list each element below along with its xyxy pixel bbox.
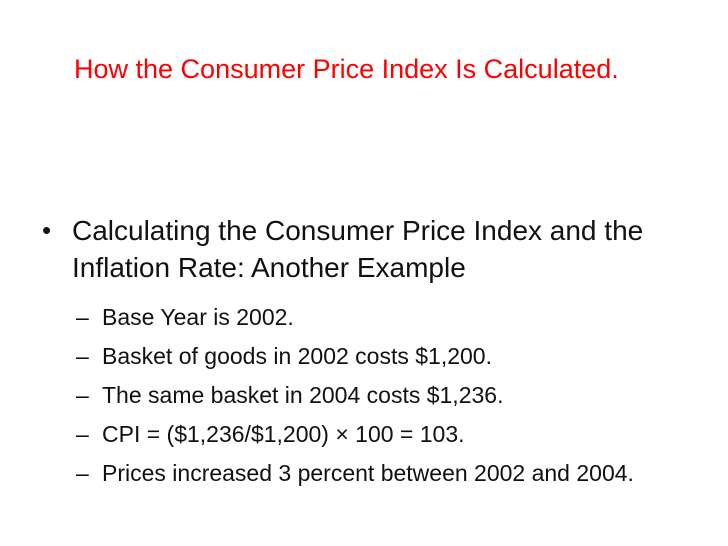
sub-bullet-list: – Base Year is 2002. – Basket of goods i…: [76, 301, 686, 489]
sub-bullet-text: The same basket in 2004 costs $1,236.: [102, 382, 504, 408]
sub-bullet-item: – CPI = ($1,236/$1,200) × 100 = 103.: [76, 418, 686, 450]
sub-bullet-item: – Basket of goods in 2002 costs $1,200.: [76, 340, 686, 372]
bullet-marker: •: [42, 215, 52, 245]
dash-marker: –: [76, 343, 89, 369]
sub-bullet-item: – Base Year is 2002.: [76, 301, 686, 333]
dash-marker: –: [76, 460, 89, 486]
main-bullet: • Calculating the Consumer Price Index a…: [42, 212, 692, 286]
sub-bullet-item: – Prices increased 3 percent between 200…: [76, 457, 686, 489]
dash-marker: –: [76, 382, 89, 408]
dash-marker: –: [76, 304, 89, 330]
sub-bullet-text: Base Year is 2002.: [102, 304, 294, 330]
dash-marker: –: [76, 421, 89, 447]
main-bullet-text: Calculating the Consumer Price Index and…: [72, 215, 644, 283]
sub-bullet-text: Prices increased 3 percent between 2002 …: [102, 460, 634, 486]
sub-bullet-item: – The same basket in 2004 costs $1,236.: [76, 379, 686, 411]
slide-title: How the Consumer Price Index Is Calculat…: [74, 54, 619, 84]
sub-bullet-text: Basket of goods in 2002 costs $1,200.: [102, 343, 492, 369]
sub-bullet-text: CPI = ($1,236/$1,200) × 100 = 103.: [102, 421, 465, 447]
main-bullet-row: • Calculating the Consumer Price Index a…: [42, 212, 692, 286]
